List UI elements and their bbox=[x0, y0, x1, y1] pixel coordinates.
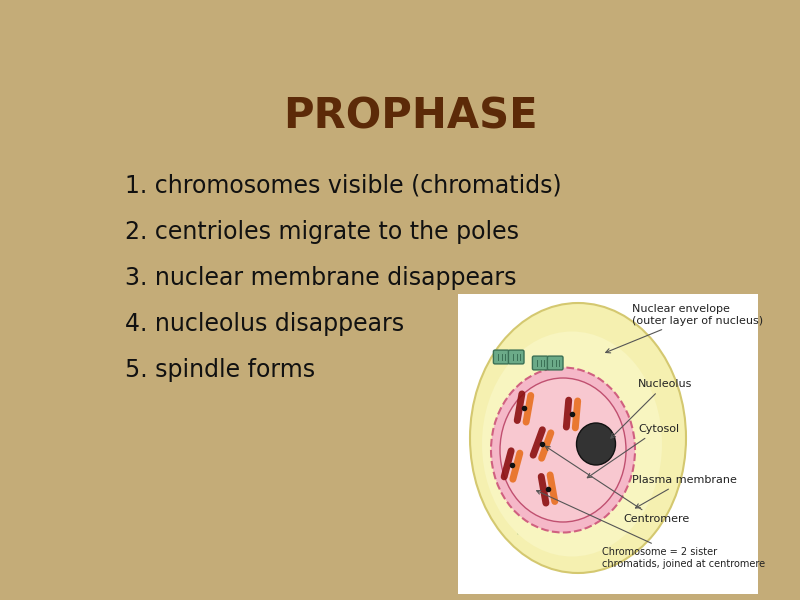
Text: Nucleolus: Nucleolus bbox=[611, 379, 692, 438]
Text: Chromosome = 2 sister
chromatids, joined at centromere: Chromosome = 2 sister chromatids, joined… bbox=[537, 491, 765, 569]
Ellipse shape bbox=[577, 423, 615, 465]
FancyBboxPatch shape bbox=[533, 356, 548, 370]
Text: Cytosol: Cytosol bbox=[587, 424, 679, 478]
Text: 1. chromosomes visible (chromatids): 1. chromosomes visible (chromatids) bbox=[125, 173, 562, 197]
Text: PROPHASE: PROPHASE bbox=[282, 95, 538, 137]
FancyBboxPatch shape bbox=[509, 350, 524, 364]
Text: 3. nuclear membrane disappears: 3. nuclear membrane disappears bbox=[125, 266, 516, 290]
Text: Centromere: Centromere bbox=[546, 446, 690, 524]
Text: Nuclear envelope
(outer layer of nucleus): Nuclear envelope (outer layer of nucleus… bbox=[606, 304, 763, 353]
Text: 4. nucleolus disappears: 4. nucleolus disappears bbox=[125, 312, 404, 336]
FancyBboxPatch shape bbox=[458, 294, 758, 594]
Text: 5. spindle forms: 5. spindle forms bbox=[125, 358, 315, 382]
Ellipse shape bbox=[470, 303, 686, 573]
FancyBboxPatch shape bbox=[547, 356, 563, 370]
Ellipse shape bbox=[500, 378, 626, 522]
Text: Plasma membrane: Plasma membrane bbox=[632, 475, 737, 508]
FancyBboxPatch shape bbox=[494, 350, 509, 364]
Ellipse shape bbox=[491, 367, 635, 533]
Text: 2. centrioles migrate to the poles: 2. centrioles migrate to the poles bbox=[125, 220, 518, 244]
Ellipse shape bbox=[482, 331, 662, 557]
